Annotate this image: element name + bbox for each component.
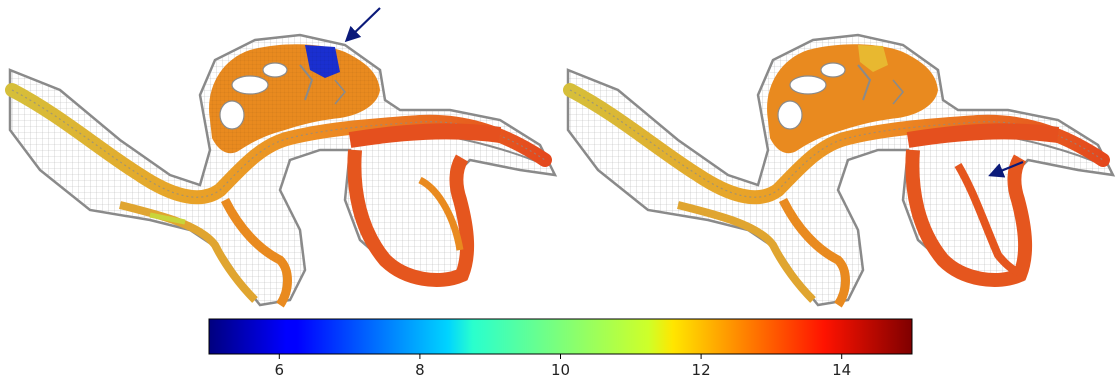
colorbar-tick-label: 6 [275,361,285,378]
right-lobe [347,123,502,287]
colorbar-tick-label: 8 [415,361,425,378]
mesh-map-left [5,7,558,308]
arrow-indicator-left [344,7,381,43]
colorbar-svg: 6 8 10 12 14 [208,318,913,378]
river-channel [563,83,1110,308]
colorbar-tick-label: 10 [551,361,570,378]
upper-basin [209,44,380,154]
colorbar-tick-label: 14 [832,361,851,378]
map-panel-left [0,0,558,318]
colorbar-gradient [208,318,913,355]
mesh-map-right [563,33,1116,308]
map-panel-right [558,0,1116,318]
highlight-patch-yellow [858,45,888,72]
upper-basin [767,44,938,154]
colorbar-tick-label: 12 [692,361,711,378]
colorbar-ticks: 6 8 10 12 14 [275,354,851,378]
arrow-indicator-right [988,160,1024,178]
river-channel [5,83,552,308]
highlight-patch-blue [305,45,340,78]
right-lobe [905,123,1060,287]
colorbar: 6 8 10 12 14 [0,312,1116,378]
